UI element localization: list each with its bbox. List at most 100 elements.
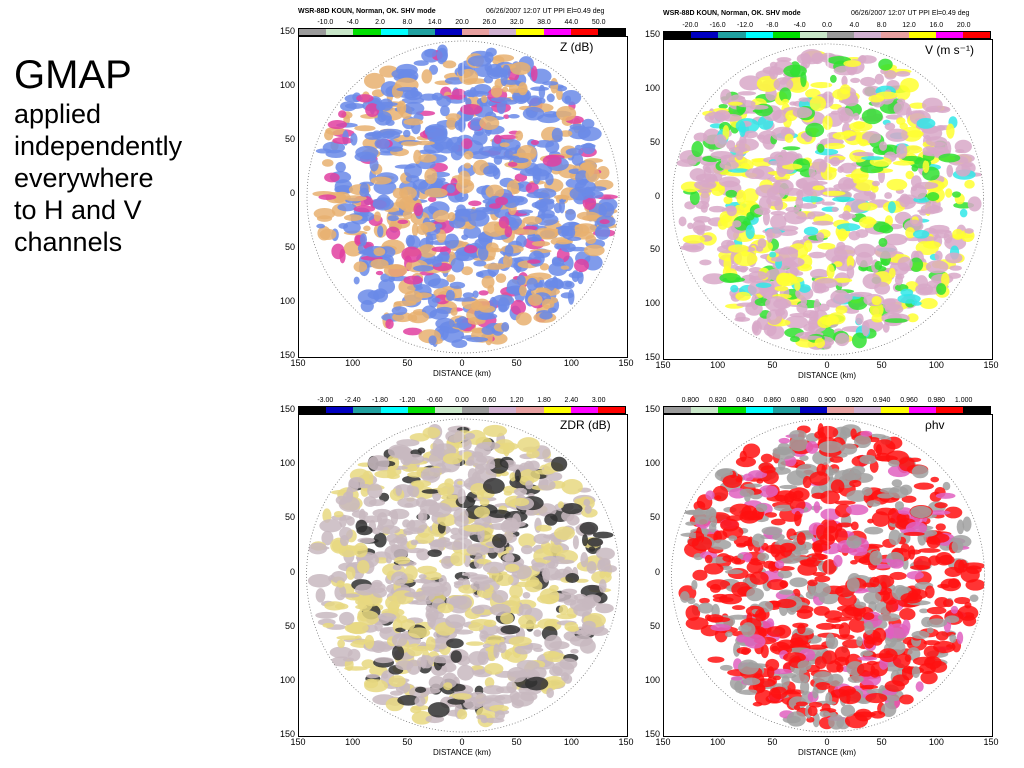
echo-cell [737, 553, 744, 560]
echo-cell [866, 500, 881, 507]
echo-cell [805, 441, 819, 454]
echo-cell [919, 608, 929, 614]
echo-cell [388, 508, 410, 520]
echo-cell [574, 258, 589, 273]
echo-cell [735, 138, 759, 151]
echo-cell [379, 627, 392, 634]
echo-cell [525, 480, 534, 490]
echo-cell [375, 270, 384, 276]
echo-cell [707, 656, 725, 663]
echo-cell [797, 562, 818, 576]
echo-cell [410, 87, 419, 98]
echo-cell [361, 659, 376, 669]
echo-cell [923, 241, 941, 249]
echo-cell [720, 157, 728, 165]
echo-cell [910, 565, 931, 571]
echo-cell [537, 503, 557, 517]
echo-cell [552, 661, 575, 677]
echo-cell [831, 206, 839, 212]
echo-cell [457, 480, 464, 485]
x-tick-label: 0 [459, 737, 465, 747]
echo-cell [546, 687, 554, 699]
echo-cell [854, 601, 867, 609]
echo-cell [722, 555, 735, 563]
colorbar-swatch [908, 32, 936, 38]
echo-cell [380, 115, 392, 121]
echo-cell [887, 507, 900, 524]
echo-cell [770, 518, 786, 526]
echo-cell [861, 650, 874, 657]
echo-cell [764, 512, 777, 518]
echo-cell [448, 211, 456, 222]
echo-cell [400, 141, 419, 147]
echo-cell [348, 478, 359, 492]
echo-cell [527, 460, 540, 471]
echo-cell [509, 670, 529, 678]
echo-cell [470, 121, 482, 132]
echo-cell [355, 519, 368, 533]
echo-cell [587, 537, 604, 547]
echo-cell [848, 547, 868, 557]
echo-cell [829, 456, 844, 463]
y-tick-label: 50 [649, 620, 660, 631]
echo-cell [388, 675, 406, 688]
echo-cell [372, 508, 392, 518]
echo-cell [445, 289, 455, 301]
echo-cell [758, 485, 779, 498]
echo-cell [414, 695, 426, 707]
colorbar-swatch [570, 407, 598, 413]
echo-cell [354, 583, 376, 596]
colorbar-swatch [380, 29, 408, 35]
echo-cell [516, 275, 526, 286]
echo-cell [919, 298, 938, 309]
y-tick-label: 150 [279, 26, 295, 36]
echo-cell [471, 605, 485, 615]
echo-cell [467, 55, 492, 67]
echo-cell [728, 535, 738, 542]
echo-cell [408, 485, 420, 498]
echo-cell [592, 531, 614, 539]
x-tick-label: 150 [655, 360, 671, 370]
echo-cell [772, 446, 793, 456]
x-tick-label: 100 [928, 737, 944, 747]
echo-cell [518, 603, 533, 616]
echo-cell [421, 489, 440, 494]
colorbar-tick-label: 0.820 [708, 397, 727, 404]
echo-cell [406, 519, 428, 532]
echo-cell [450, 551, 466, 567]
echo-cell [772, 675, 781, 681]
echo-cell [404, 591, 424, 598]
echo-cell [935, 631, 949, 641]
echo-cell [954, 139, 972, 154]
echo-cell [926, 536, 941, 549]
echo-cell [789, 436, 809, 452]
x-tick-label: 0 [824, 737, 830, 747]
echo-cell [551, 257, 565, 267]
echo-cell [908, 457, 922, 462]
echo-cell [467, 574, 489, 580]
y-tick-label: 50 [649, 244, 660, 255]
echo-cell [428, 64, 439, 75]
echo-cell [803, 226, 819, 236]
echo-cell [333, 510, 344, 518]
echo-cell [900, 288, 914, 297]
colorbar-tick-label: 12.0 [902, 22, 916, 29]
echo-cell [423, 272, 441, 287]
echo-cell [519, 284, 527, 297]
echo-cell [735, 456, 757, 468]
echo-cell [522, 216, 542, 225]
echo-cell [324, 172, 340, 183]
echo-cell [437, 482, 455, 497]
echo-cell [853, 191, 876, 202]
echo-cell [527, 259, 541, 264]
echo-cell [400, 450, 413, 466]
echo-cell [561, 503, 583, 515]
echo-cell [345, 566, 356, 580]
echo-cell [454, 515, 469, 528]
echo-cell [380, 273, 390, 283]
echo-cell [522, 106, 545, 121]
echo-cell [807, 211, 816, 220]
variable-label: V (m s⁻¹) [925, 43, 974, 57]
echo-cell [731, 605, 746, 611]
echo-cell [757, 552, 770, 562]
